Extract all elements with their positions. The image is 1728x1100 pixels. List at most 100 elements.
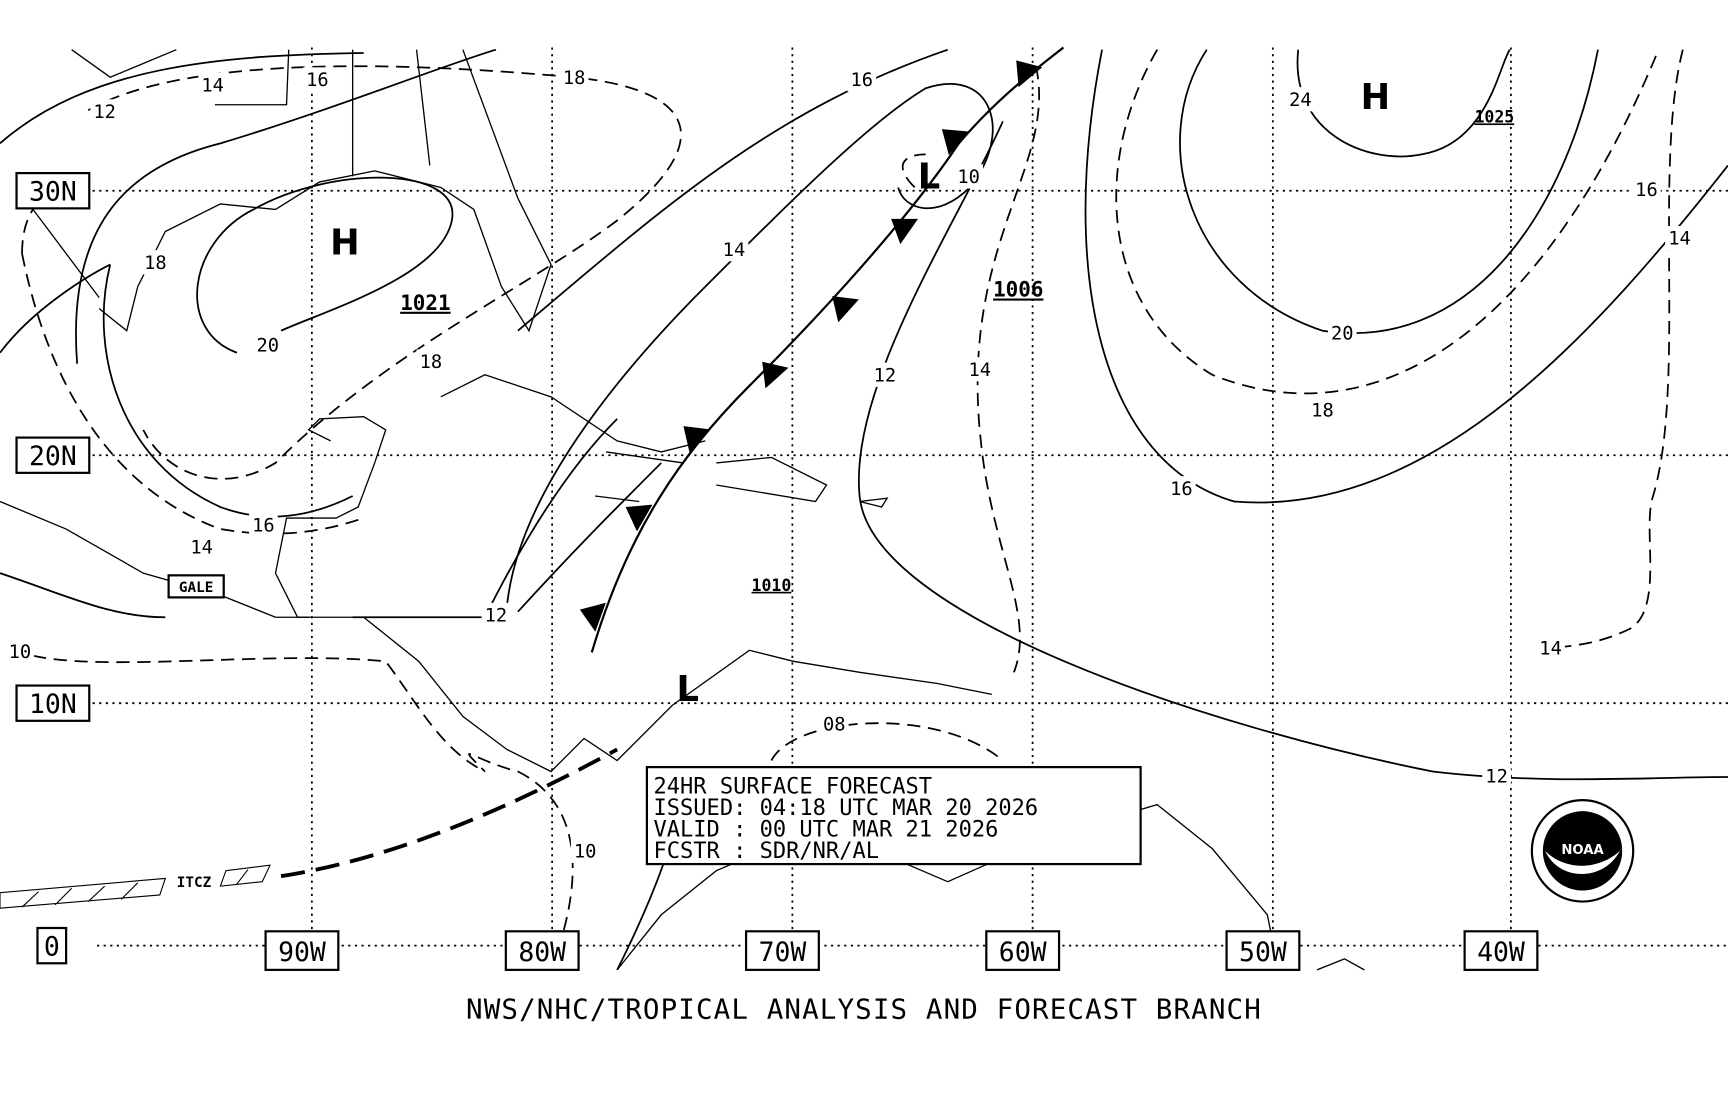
isobar-label-bg (1632, 177, 1661, 202)
isobar-label: 24 (1289, 90, 1312, 111)
lat-label: 10N (29, 689, 77, 720)
info-line: ISSUED: 04:18 UTC MAR 20 2026 (654, 796, 1039, 821)
lat-label: 20N (29, 441, 77, 472)
isobar-label: 16 (851, 70, 874, 91)
isobar-label-bg (1665, 226, 1694, 251)
isobar-label: 18 (420, 352, 443, 373)
isobar-label-bg (198, 72, 228, 98)
pressure-value: 1025 (1474, 107, 1514, 126)
front-pip (625, 504, 653, 532)
lat-label-box (15, 436, 91, 474)
lat-label-box (36, 926, 68, 965)
isobar-label: 18 (144, 253, 167, 274)
lon-label-box (1225, 930, 1301, 971)
front-pip (832, 296, 859, 323)
isobar-label-bg (1327, 320, 1357, 346)
isobar-label: 10 (574, 841, 597, 862)
lon-label-box (985, 930, 1061, 971)
isobar-label-bg (954, 164, 984, 189)
isobar-label: 12 (93, 102, 116, 123)
isobar-label-bg (819, 712, 849, 737)
lon-label: 50W (1239, 937, 1287, 968)
isobar-label: 12 (1485, 767, 1508, 788)
itcz-label: ITCZ (177, 875, 212, 891)
isobar-label-bg (249, 512, 278, 537)
isobar-label-bg (253, 332, 283, 358)
isobar-label: 20 (257, 336, 280, 357)
pressure-center-symbol: H (330, 223, 360, 264)
lon-label-box (744, 930, 820, 971)
isobar-label-bg (847, 67, 877, 92)
pressure-center-symbol: L (676, 669, 698, 710)
isobar-label: 14 (968, 360, 991, 381)
isobar-label: 14 (1668, 229, 1691, 250)
front-pip (579, 602, 606, 632)
isobar-label-bg (1482, 763, 1511, 789)
isobar-label: 10 (957, 167, 980, 188)
isobar-label: 12 (485, 606, 508, 627)
footer: NWS/NHC/TROPICAL ANALYSIS AND FORECAST B… (466, 993, 1262, 1025)
isobar-label: 14 (201, 76, 224, 97)
lon-label: 70W (759, 937, 807, 968)
isobar-label-bg (141, 250, 170, 275)
isobar-label-bg (965, 357, 995, 382)
isobar-label: 08 (823, 715, 846, 736)
noaa-logo (1530, 799, 1635, 903)
lat-label: 0 (44, 932, 60, 963)
info-line: FCSTR : SDR/NR/AL (654, 839, 880, 864)
isobar-label-bg (90, 99, 120, 124)
gale-box (167, 574, 225, 599)
isobar-label-bg (1286, 87, 1315, 112)
info-box (645, 765, 1142, 866)
isobar-label-bg (1308, 397, 1337, 423)
info-line: VALID : 00 UTC MAR 21 2026 (654, 818, 999, 843)
itcz-axis (280, 747, 619, 879)
lon-label-box (504, 930, 580, 971)
isobar-label-bg (416, 349, 446, 374)
isobar-label: 10 (9, 642, 32, 663)
pressure-value: 1006 (993, 278, 1043, 302)
isobar-label-bg (187, 534, 216, 559)
isobar-label: 18 (1311, 401, 1334, 422)
coastlines (0, 49, 1365, 971)
isobar-label-bg (570, 838, 600, 863)
isobar-label: 18 (563, 68, 586, 89)
isobar-label-bg (303, 67, 332, 92)
front-pip (941, 129, 969, 156)
isobar-label: 20 (1331, 324, 1354, 345)
front-pip (762, 361, 789, 389)
isobar-label: 14 (1539, 639, 1562, 660)
lat-label-box (15, 172, 91, 210)
isobar-label-bg (481, 602, 511, 628)
isobar-label-bg (870, 362, 900, 387)
lon-label-box (1463, 930, 1539, 971)
isobar-label-bg (559, 65, 589, 90)
isobar-label: 16 (306, 70, 329, 91)
isobar-label: 14 (723, 240, 746, 261)
isobar-label-bg (5, 639, 35, 664)
pressure-center-symbol: H (1361, 77, 1391, 118)
lon-label: 60W (999, 937, 1047, 968)
lon-label: 90W (278, 937, 326, 968)
isobar-label: 12 (874, 365, 897, 386)
cold-front (579, 46, 1065, 653)
logo-text: NOAA (1561, 843, 1604, 858)
lon-label: 80W (518, 937, 566, 968)
info-line: 24HR SURFACE FORECAST (654, 775, 933, 800)
pressure-center-symbol: L (918, 157, 940, 198)
lon-label: 40W (1477, 937, 1525, 968)
pressure-value: 1021 (400, 291, 450, 315)
isobar-label: 16 (252, 515, 275, 536)
front-pip (891, 218, 919, 245)
front-pip (1016, 60, 1043, 88)
front-pip (683, 426, 711, 453)
itcz-band (0, 864, 271, 909)
isobar-label-bg (1536, 635, 1565, 661)
pressure-value: 1010 (752, 576, 792, 595)
lat-label: 30N (29, 177, 77, 208)
isobar-label: 14 (190, 537, 213, 558)
gale-label: GALE (179, 580, 213, 596)
lon-label-box (264, 930, 340, 971)
